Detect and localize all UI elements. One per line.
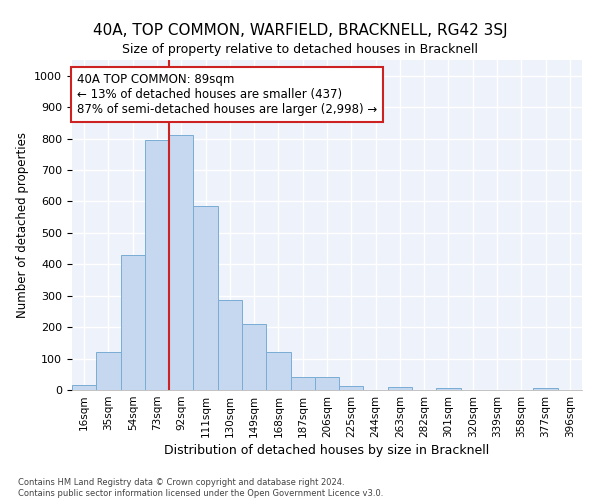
Bar — [218, 300, 242, 390]
Text: Contains HM Land Registry data © Crown copyright and database right 2024.
Contai: Contains HM Land Registry data © Crown c… — [18, 478, 383, 498]
Text: Size of property relative to detached houses in Bracknell: Size of property relative to detached ho… — [122, 42, 478, 56]
Bar — [315, 378, 339, 390]
Text: 40A, TOP COMMON, WARFIELD, BRACKNELL, RG42 3SJ: 40A, TOP COMMON, WARFIELD, BRACKNELL, RG… — [92, 22, 508, 38]
Bar — [533, 388, 558, 390]
Bar — [339, 386, 364, 390]
Y-axis label: Number of detached properties: Number of detached properties — [16, 132, 29, 318]
Bar — [290, 378, 315, 390]
Bar — [145, 140, 169, 390]
Bar — [242, 324, 266, 390]
Bar — [121, 255, 145, 390]
Bar — [266, 352, 290, 390]
Bar — [388, 388, 412, 390]
Bar — [72, 386, 96, 390]
Bar — [193, 206, 218, 390]
Bar — [169, 136, 193, 390]
Text: 40A TOP COMMON: 89sqm
← 13% of detached houses are smaller (437)
87% of semi-det: 40A TOP COMMON: 89sqm ← 13% of detached … — [77, 73, 377, 116]
Bar — [436, 388, 461, 390]
Bar — [96, 352, 121, 390]
X-axis label: Distribution of detached houses by size in Bracknell: Distribution of detached houses by size … — [164, 444, 490, 457]
